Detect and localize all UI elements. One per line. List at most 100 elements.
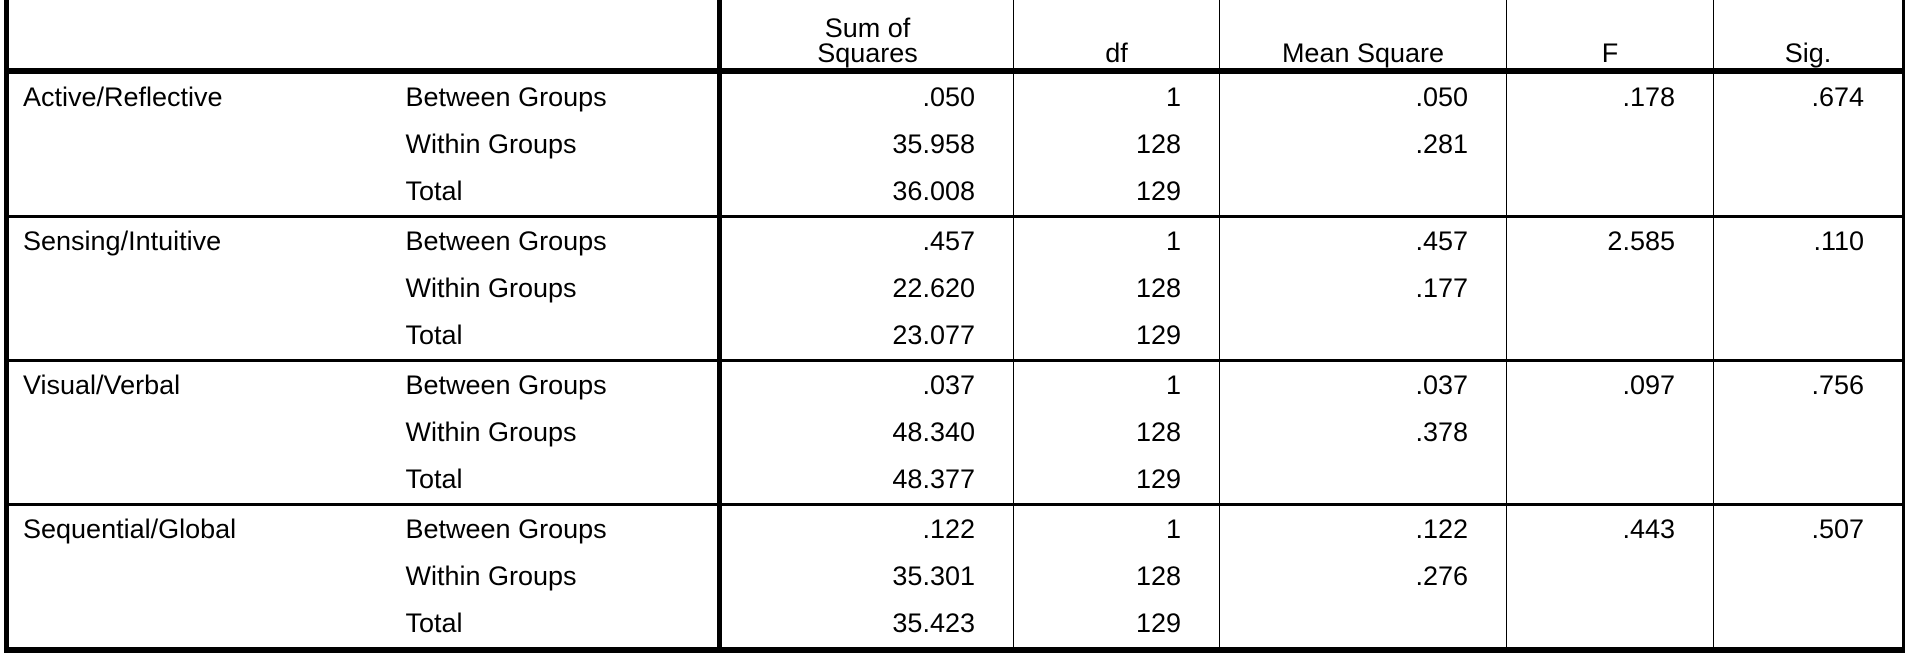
sig-cell [1713,265,1905,312]
table-row: Within Groups 35.301 128.276 [4,553,1905,600]
sig-cell [1713,168,1905,217]
header-df: df [1013,0,1220,74]
f-cell: 2.585 [1506,215,1714,265]
sig-cell: .674 [1713,71,1905,121]
source-cell: Within Groups [405,561,577,591]
header-row: Sum of Squares df Mean Square F Sig. [4,0,1905,74]
mean-square-cell: .050 [1219,71,1507,121]
variable-cell [4,600,392,653]
source-cell: Total [405,176,463,206]
source-cell: Total [391,600,720,653]
source-cell: Within Groups [405,417,577,447]
df-cell: 129 [1013,168,1220,217]
sig-cell [1713,409,1905,456]
f-cell [1506,121,1714,168]
table-row: Total 36.008 129 [4,168,1905,217]
variable-cell [4,312,392,361]
variable-cell: Active/Reflective [4,71,392,121]
df-cell: 1 [1013,71,1220,121]
sig-cell [1713,456,1905,505]
f-cell: .443 [1506,503,1714,553]
df-cell: 1 [1013,215,1220,265]
sig-cell [1713,553,1905,600]
table-row: Total 48.377 129 [4,456,1905,505]
sum-of-squares-cell: 48.340 [717,409,1014,456]
sum-of-squares-cell: 35.958 [717,121,1014,168]
mean-square-cell: .281 [1219,121,1507,168]
table-row: Sequential/Global Between Groups .122 1.122… [4,503,1905,553]
variable-cell [4,553,392,600]
source-cell: Between Groups [391,503,720,553]
df-cell: 128 [1013,121,1220,168]
mean-square-cell: .457 [1219,215,1507,265]
table-row: Within Groups 22.620 128.177 [4,265,1905,312]
table-row: Sensing/Intuitive Between Groups .457 1.457… [4,215,1905,265]
df-cell: 129 [1013,600,1220,653]
mean-square-cell [1219,456,1507,505]
table-row: Within Groups 35.958 128.281 [4,121,1905,168]
source-cell: Total [405,464,463,494]
f-cell: .178 [1506,71,1714,121]
sig-cell [1713,312,1905,361]
sig-cell [1713,121,1905,168]
df-cell: 1 [1013,503,1220,553]
anova-table: Sum of Squares df Mean Square F Sig. Act… [4,0,1905,653]
sig-cell: .110 [1713,215,1905,265]
mean-square-cell [1219,312,1507,361]
header-variable [4,0,392,74]
sig-cell: .756 [1713,359,1905,409]
table-row: Total 23.077 129 [4,312,1905,361]
variable-cell [4,456,392,505]
variable-cell [4,168,392,217]
variable-cell: Visual/Verbal [4,359,392,409]
sig-cell [1713,600,1905,653]
mean-square-cell: .276 [1219,553,1507,600]
table-row: Active/Reflective Between Groups .050 1.050… [4,71,1905,121]
mean-square-cell [1219,600,1507,653]
sum-of-squares-cell: 35.301 [717,553,1014,600]
df-cell: 128 [1013,409,1220,456]
variable-cell [4,265,392,312]
f-cell [1506,553,1714,600]
sum-of-squares-cell: 23.077 [717,312,1014,361]
sig-cell: .507 [1713,503,1905,553]
f-cell: .097 [1506,359,1714,409]
variable-cell: Sensing/Intuitive [4,215,392,265]
df-cell: 128 [1013,265,1220,312]
header-sum-of-squares-label: Sum of Squares [817,13,918,68]
table-row: Within Groups 48.340 128.378 [4,409,1905,456]
table-row: Total 35.423 129 [4,600,1905,653]
source-cell: Between Groups [391,215,720,265]
f-cell [1506,456,1714,505]
mean-square-cell: .378 [1219,409,1507,456]
sum-of-squares-cell: .037 [717,359,1014,409]
source-cell: Total [405,320,463,350]
sum-of-squares-cell: 22.620 [717,265,1014,312]
df-cell: 129 [1013,456,1220,505]
mean-square-cell: .122 [1219,503,1507,553]
header-sig: Sig. [1713,0,1905,74]
source-cell: Within Groups [405,273,577,303]
f-cell [1506,409,1714,456]
variable-cell [4,409,392,456]
source-cell: Within Groups [405,129,577,159]
sum-of-squares-cell: 35.423 [717,600,1014,653]
header-mean-square: Mean Square [1219,0,1507,74]
f-cell [1506,265,1714,312]
mean-square-cell: .037 [1219,359,1507,409]
df-cell: 129 [1013,312,1220,361]
mean-square-cell: .177 [1219,265,1507,312]
header-sum-of-squares: Sum of Squares [717,0,1014,74]
sum-of-squares-cell: 36.008 [717,168,1014,217]
table-row: Visual/Verbal Between Groups .037 1.037.097… [4,359,1905,409]
f-cell [1506,168,1714,217]
header-f: F [1506,0,1714,74]
sum-of-squares-cell: 48.377 [717,456,1014,505]
source-cell: Between Groups [391,359,720,409]
header-source [391,0,720,74]
sum-of-squares-cell: .122 [717,503,1014,553]
mean-square-cell [1219,168,1507,217]
f-cell [1506,312,1714,361]
df-cell: 1 [1013,359,1220,409]
f-cell [1506,600,1714,653]
